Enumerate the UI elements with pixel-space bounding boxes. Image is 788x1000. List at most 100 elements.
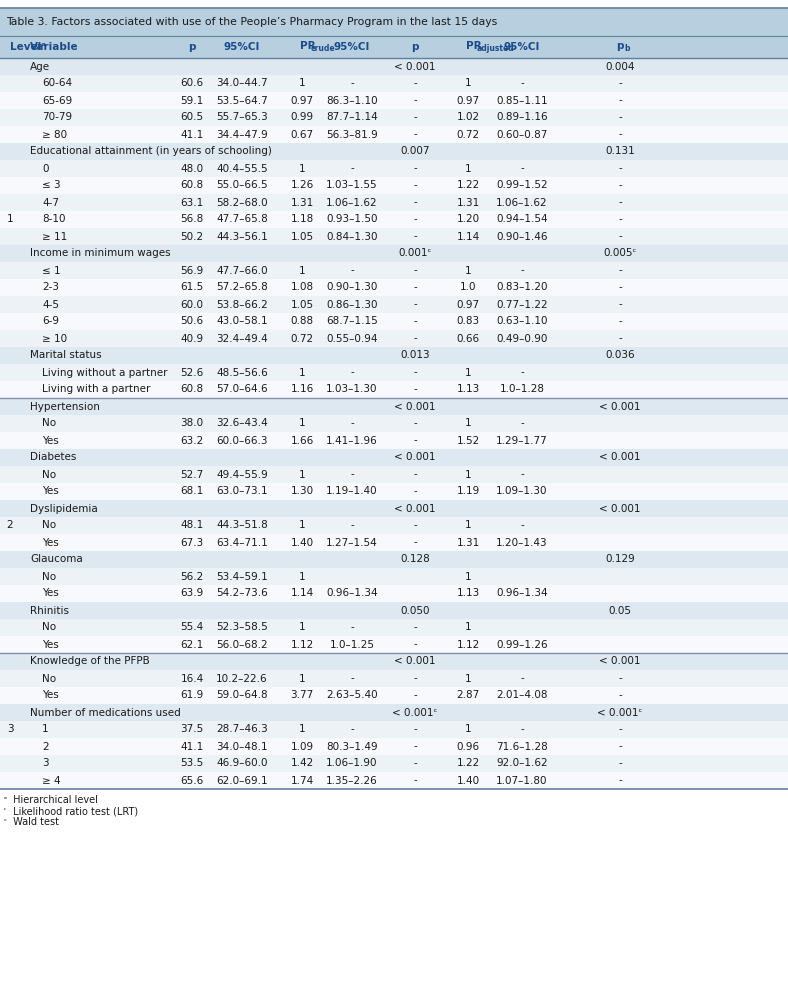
- Text: -: -: [413, 79, 417, 89]
- Text: 0.88: 0.88: [291, 316, 314, 326]
- Text: 0.67: 0.67: [291, 129, 314, 139]
- Text: 2: 2: [6, 520, 13, 530]
- Text: -: -: [413, 538, 417, 548]
- Text: 1.09: 1.09: [291, 742, 314, 752]
- Text: adjusted: adjusted: [477, 44, 515, 53]
- Text: -: -: [413, 520, 417, 530]
- Text: 63.9: 63.9: [180, 588, 203, 598]
- Text: 0.004: 0.004: [605, 62, 635, 72]
- Text: 0.86–1.30: 0.86–1.30: [326, 300, 377, 310]
- Text: Yes: Yes: [42, 690, 59, 700]
- Text: -: -: [350, 520, 354, 530]
- Text: 0.001ᶜ: 0.001ᶜ: [398, 248, 432, 258]
- Bar: [0, 432, 788, 449]
- Text: -: -: [413, 215, 417, 225]
- Text: -: -: [520, 724, 524, 734]
- Text: 1.13: 1.13: [456, 384, 480, 394]
- Text: 86.3–1.10: 86.3–1.10: [326, 96, 377, 105]
- Text: -: -: [413, 334, 417, 344]
- Text: 53.5–64.7: 53.5–64.7: [216, 96, 268, 105]
- Text: -: -: [618, 129, 622, 139]
- Text: Rhinitis: Rhinitis: [30, 605, 69, 615]
- Text: 1: 1: [299, 470, 305, 480]
- Bar: [0, 194, 788, 211]
- Text: 1.40: 1.40: [291, 538, 314, 548]
- Text: 50.6: 50.6: [180, 316, 203, 326]
- Text: PR: PR: [300, 41, 316, 51]
- Text: 1: 1: [465, 622, 471, 633]
- Text: 41.1: 41.1: [180, 742, 203, 752]
- Text: -: -: [520, 265, 524, 275]
- Text: ≤ 3: ≤ 3: [42, 180, 61, 190]
- Text: -: -: [350, 367, 354, 377]
- Bar: [0, 585, 788, 602]
- Text: 0.83: 0.83: [456, 316, 480, 326]
- Text: 1.05: 1.05: [291, 232, 314, 241]
- Bar: [0, 721, 788, 738]
- Text: 2.01–4.08: 2.01–4.08: [496, 690, 548, 700]
- Text: -: -: [618, 674, 622, 684]
- Text: 1.29–1.77: 1.29–1.77: [496, 436, 548, 446]
- Text: 1.66: 1.66: [290, 436, 314, 446]
- Text: p: p: [411, 42, 418, 52]
- Text: Yes: Yes: [42, 436, 59, 446]
- Text: -: -: [413, 180, 417, 190]
- Text: 0.83–1.20: 0.83–1.20: [496, 282, 548, 292]
- Text: -: -: [618, 215, 622, 225]
- Text: 10.2–22.6: 10.2–22.6: [216, 674, 268, 684]
- Text: -: -: [413, 690, 417, 700]
- Bar: [0, 534, 788, 551]
- Text: 1.09–1.30: 1.09–1.30: [496, 487, 548, 496]
- Text: 2: 2: [42, 742, 49, 752]
- Bar: [0, 500, 788, 517]
- Text: 1.35–2.26: 1.35–2.26: [326, 776, 378, 786]
- Text: 2.87: 2.87: [456, 690, 480, 700]
- Bar: [0, 296, 788, 313]
- Text: -: -: [413, 198, 417, 208]
- Text: 1.52: 1.52: [456, 436, 480, 446]
- Text: 32.4–49.4: 32.4–49.4: [216, 334, 268, 344]
- Text: 0.77–1.22: 0.77–1.22: [496, 300, 548, 310]
- Text: 1.20–1.43: 1.20–1.43: [496, 538, 548, 548]
- Text: -: -: [413, 418, 417, 428]
- Text: 1.06–1.62: 1.06–1.62: [496, 198, 548, 208]
- Text: 0.96: 0.96: [456, 742, 480, 752]
- Bar: [0, 381, 788, 398]
- Text: 70-79: 70-79: [42, 112, 72, 122]
- Text: -: -: [413, 384, 417, 394]
- Text: < 0.001: < 0.001: [599, 656, 641, 666]
- Text: 1.0–1.28: 1.0–1.28: [500, 384, 545, 394]
- Text: 0.90–1.46: 0.90–1.46: [496, 232, 548, 241]
- Bar: [0, 126, 788, 143]
- Bar: [0, 313, 788, 330]
- Text: Educational attainment (in years of schooling): Educational attainment (in years of scho…: [30, 146, 272, 156]
- Text: 1.18: 1.18: [290, 215, 314, 225]
- Text: 1.40: 1.40: [456, 776, 480, 786]
- Text: 1: 1: [299, 674, 305, 684]
- Text: No: No: [42, 470, 56, 480]
- Bar: [0, 653, 788, 670]
- Text: < 0.001: < 0.001: [599, 401, 641, 412]
- Bar: [0, 109, 788, 126]
- Text: 1.12: 1.12: [290, 640, 314, 650]
- Text: p: p: [616, 41, 624, 51]
- Text: 1: 1: [465, 724, 471, 734]
- Bar: [0, 483, 788, 500]
- Text: 0.93–1.50: 0.93–1.50: [326, 215, 377, 225]
- Text: 52.7: 52.7: [180, 470, 203, 480]
- Text: 1: 1: [299, 163, 305, 174]
- Text: -: -: [350, 163, 354, 174]
- Text: < 0.001ᶜ: < 0.001ᶜ: [392, 708, 437, 718]
- Text: 1.31: 1.31: [456, 538, 480, 548]
- Text: 56.3–81.9: 56.3–81.9: [326, 129, 378, 139]
- Bar: [0, 92, 788, 109]
- Text: -: -: [618, 198, 622, 208]
- Text: 47.7–66.0: 47.7–66.0: [216, 265, 268, 275]
- Bar: [0, 347, 788, 364]
- Bar: [0, 619, 788, 636]
- Text: Hypertension: Hypertension: [30, 401, 100, 412]
- Text: 0.05: 0.05: [608, 605, 631, 615]
- Text: Yes: Yes: [42, 588, 59, 598]
- Text: -: -: [413, 622, 417, 633]
- Text: 4-5: 4-5: [42, 300, 59, 310]
